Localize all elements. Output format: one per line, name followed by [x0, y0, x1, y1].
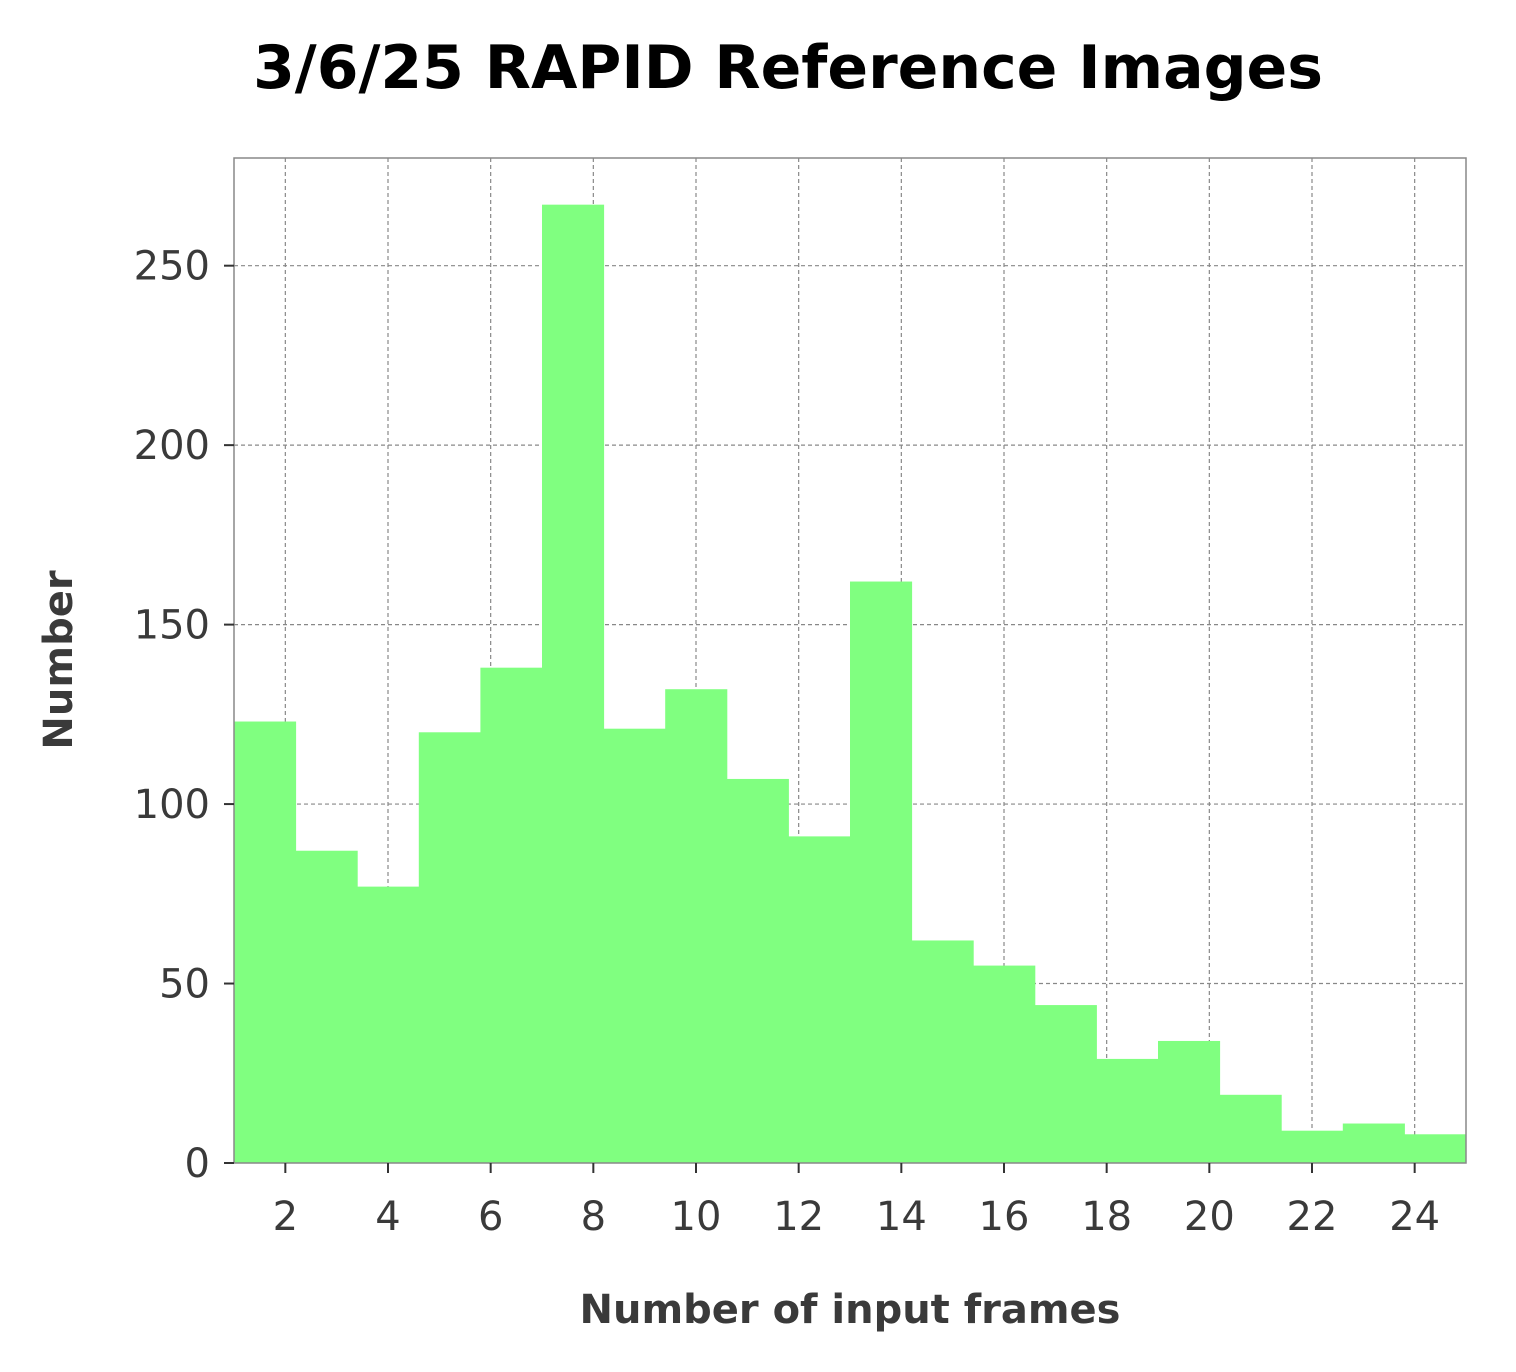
- histogram-bar: [726, 778, 789, 1163]
- x-tick-label: 4: [375, 1194, 400, 1240]
- histogram-bar: [850, 581, 913, 1163]
- histogram-bar: [418, 732, 481, 1163]
- histogram-bar: [603, 728, 666, 1163]
- histogram-bar: [357, 886, 420, 1163]
- y-axis-label: Number: [36, 570, 82, 749]
- x-tick-label: 10: [671, 1194, 722, 1240]
- x-tick-label: 2: [273, 1194, 298, 1240]
- histogram-bar: [1034, 1005, 1097, 1163]
- y-tick-label: 200: [134, 423, 210, 469]
- histogram-bar: [1096, 1058, 1159, 1163]
- histogram-bar: [665, 689, 728, 1163]
- histogram-bar: [911, 940, 974, 1163]
- y-tick-label: 150: [134, 603, 210, 649]
- histogram-bar: [1219, 1094, 1282, 1163]
- histogram-bar: [1158, 1040, 1221, 1163]
- histogram-bar: [542, 204, 605, 1164]
- histogram-bar: [295, 850, 358, 1163]
- histogram-bar: [973, 965, 1036, 1163]
- histogram-bar: [234, 721, 297, 1163]
- x-tick-label: 22: [1287, 1194, 1338, 1240]
- y-tick-label: 100: [134, 782, 210, 828]
- plot-area-frame: [233, 157, 1467, 1164]
- x-tick-label: 12: [773, 1194, 824, 1240]
- x-tick-label: 16: [979, 1194, 1030, 1240]
- histogram-bar: [788, 836, 851, 1163]
- x-tick-label: 24: [1389, 1194, 1440, 1240]
- x-tick-label: 6: [478, 1194, 503, 1240]
- x-tick-label: 18: [1081, 1194, 1132, 1240]
- x-tick-label: 8: [581, 1194, 606, 1240]
- x-tick-label: 14: [876, 1194, 927, 1240]
- histogram-bar: [1342, 1123, 1405, 1163]
- chart-title: 3/6/25 RAPID Reference Images: [253, 33, 1323, 103]
- y-tick-label: 0: [185, 1141, 210, 1187]
- x-tick-label: 20: [1184, 1194, 1235, 1240]
- bars: [234, 204, 1467, 1164]
- y-tick-label: 50: [159, 962, 210, 1008]
- histogram-bar: [1281, 1130, 1344, 1163]
- x-axis-label: Number of input frames: [580, 1287, 1121, 1333]
- histogram-bar: [480, 667, 543, 1163]
- y-tick-label: 250: [134, 244, 210, 290]
- histogram-bar: [1404, 1134, 1467, 1163]
